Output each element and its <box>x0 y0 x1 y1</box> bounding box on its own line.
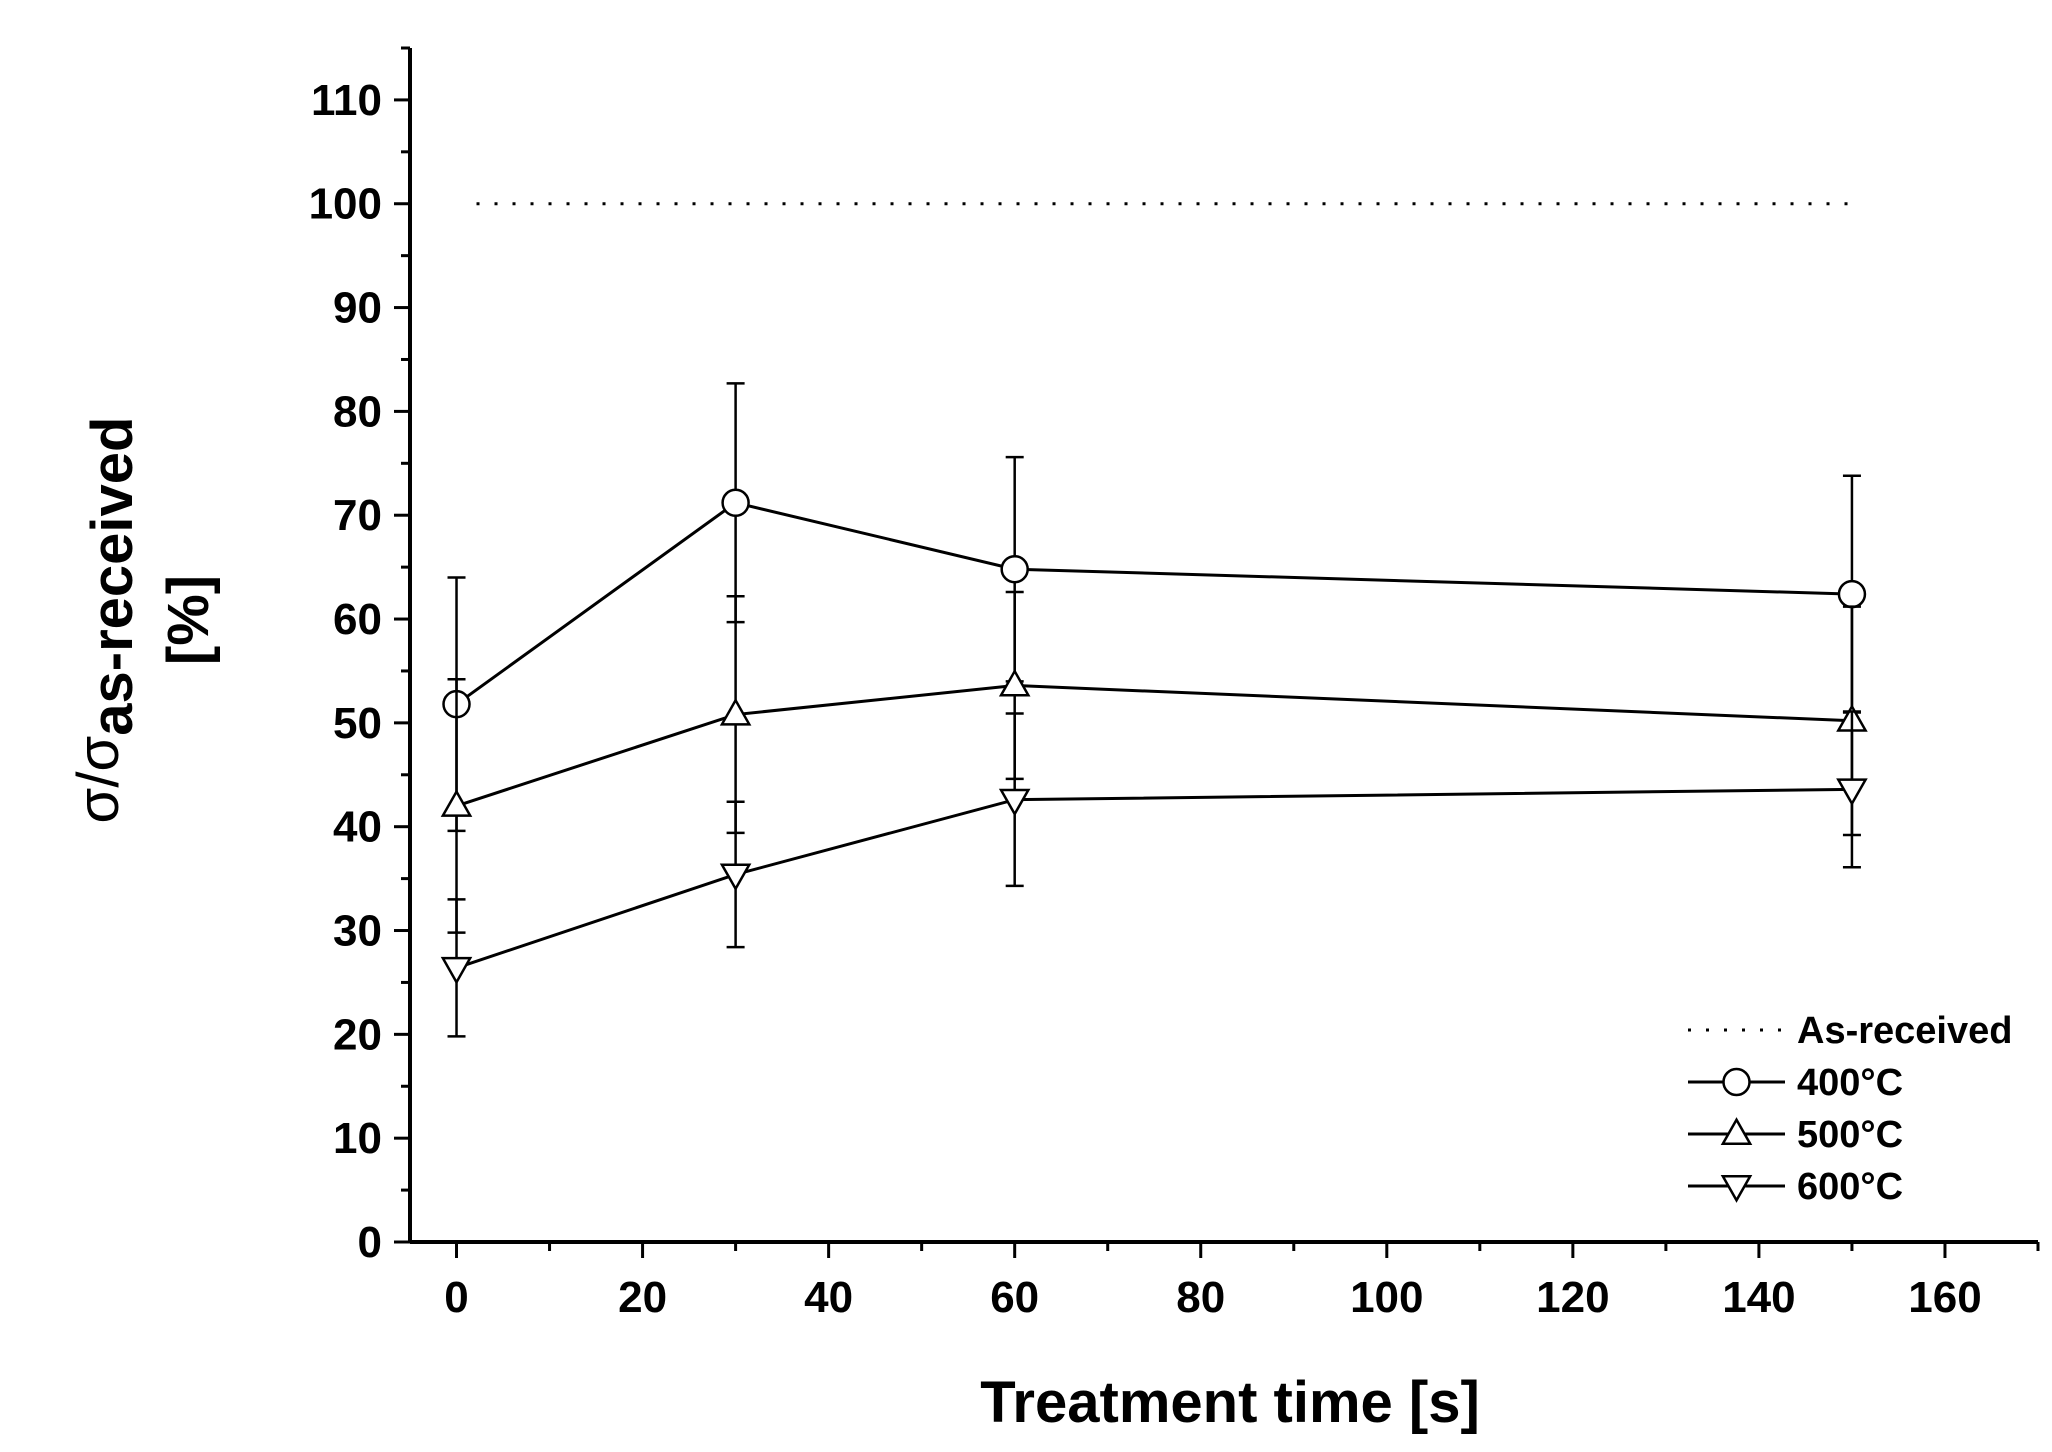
y-tick-label: 110 <box>311 76 382 125</box>
legend-label-500c: 500°C <box>1797 1114 1903 1156</box>
series-line-400c <box>455 501 1852 706</box>
y-tick-label: 60 <box>333 595 382 644</box>
data-point-500c <box>719 697 752 726</box>
y-tick-label: 50 <box>333 699 382 748</box>
legend-label-600c: 600°C <box>1797 1166 1903 1208</box>
x-tick-label: 20 <box>618 1273 667 1322</box>
data-point-400c <box>721 488 750 518</box>
series-group <box>440 382 1868 1038</box>
y-axis-title-prefix: σ/σ <box>66 736 131 824</box>
data-point-600c <box>440 956 473 985</box>
x-axis-title: Treatment time [s] <box>980 1370 1480 1435</box>
legend-label-400c: 400°C <box>1797 1062 1903 1104</box>
y-tick-label: 0 <box>358 1218 382 1267</box>
series-500c <box>440 590 1868 934</box>
data-point-500c <box>998 668 1031 697</box>
series-line-500c <box>456 683 1853 808</box>
data-point-600c <box>998 788 1031 817</box>
legend: As-received 400°C 500°C 600°C <box>1688 1010 2012 1208</box>
x-tick-label: 0 <box>444 1273 468 1322</box>
series-600c <box>440 710 1868 1038</box>
y-tick-label: 10 <box>333 1114 382 1163</box>
x-tick-label: 120 <box>1536 1273 1609 1322</box>
x-tick-label: 80 <box>1176 1273 1225 1322</box>
data-point-600c <box>719 863 752 892</box>
y-axis-unit: [%] <box>156 575 221 665</box>
x-tick-label: 60 <box>990 1273 1039 1322</box>
y-tick-label: 70 <box>333 491 382 540</box>
data-point-400c <box>1837 579 1867 609</box>
x-tick-label: 40 <box>804 1273 853 1322</box>
x-tick-label: 160 <box>1908 1273 1981 1322</box>
y-tick-label: 30 <box>333 907 382 956</box>
legend-label-as-received: As-received <box>1797 1010 2012 1052</box>
y-tick-label: 90 <box>333 284 382 333</box>
y-tick-label: 100 <box>309 180 382 229</box>
data-point-600c <box>1836 778 1868 807</box>
y-axis-title: σ/σas-received <box>66 417 145 824</box>
series-400c <box>442 382 1867 833</box>
y-axis-title-subscript: as-received <box>80 417 145 736</box>
x-tick-label: 140 <box>1722 1273 1795 1322</box>
legend-marker-400c <box>1722 1067 1751 1097</box>
data-point-400c <box>1000 554 1029 584</box>
ticks: 0 20 40 60 80 100 120 140 160 0 10 20 30 40 50 60 70 80 90… <box>309 46 2040 1322</box>
legend-marker-600c <box>1720 1175 1753 1203</box>
legend-marker-500c <box>1720 1117 1753 1145</box>
y-tick-label: 40 <box>333 803 382 852</box>
y-tick-label: 80 <box>333 387 382 436</box>
x-tick-label: 100 <box>1350 1273 1423 1322</box>
axes <box>408 48 2038 1244</box>
y-tick-label: 20 <box>333 1010 382 1059</box>
series-line-600c <box>456 787 1852 970</box>
data-point-500c <box>440 789 473 817</box>
